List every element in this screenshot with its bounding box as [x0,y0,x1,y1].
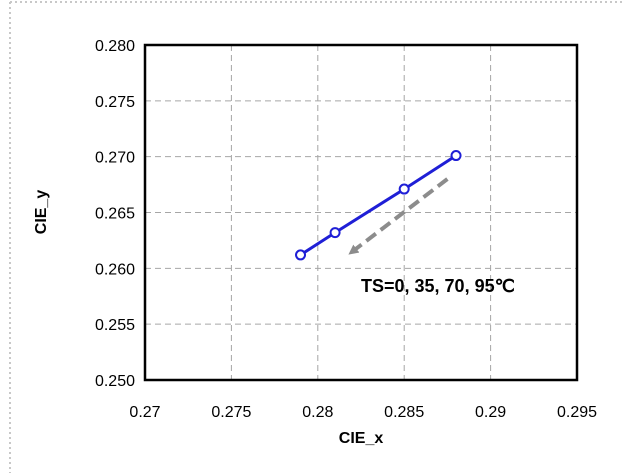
x-tick-label: 0.285 [384,404,424,421]
y-tick-label: 0.250 [95,373,135,390]
x-tick-label: 0.27 [129,404,160,421]
data-point [450,150,462,162]
data-point [329,227,341,239]
series-points [295,150,462,261]
x-tick-label: 0.28 [302,404,333,421]
x-tick-label: 0.295 [557,404,597,421]
y-tick-label: 0.260 [95,261,135,278]
y-axis-ticks: 0.280 0.275 0.270 0.265 0.260 0.255 0.250 [95,38,135,390]
series-line [299,154,457,257]
annotation-label: TS=0, 35, 70, 95℃ [361,276,515,296]
y-tick-label: 0.280 [95,38,135,55]
y-tick-label: 0.270 [95,150,135,167]
y-tick-label: 0.275 [95,94,135,111]
y-axis-label: CIE_y [33,190,50,235]
x-tick-label: 0.275 [211,404,251,421]
y-tick-label: 0.265 [95,206,135,223]
x-axis-ticks: 0.27 0.275 0.28 0.285 0.29 0.295 [129,404,597,421]
data-point [398,183,410,195]
plot-area-frame [143,43,579,382]
x-tick-label: 0.29 [475,404,506,421]
data-point [295,249,307,261]
x-axis-label: CIE_x [339,430,384,447]
temperature-direction-arrow [348,177,449,255]
y-tick-label: 0.255 [95,317,135,334]
grid-lines [145,45,577,380]
